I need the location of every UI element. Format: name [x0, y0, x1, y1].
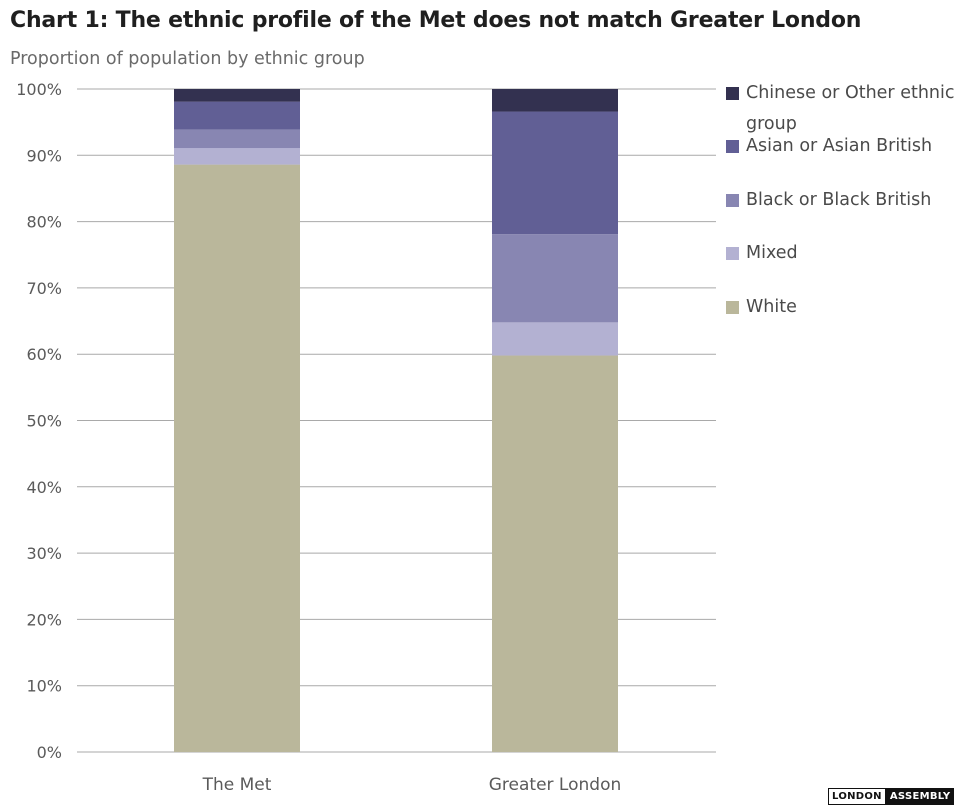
- bar-segment: [492, 111, 618, 235]
- y-tick-label: 0%: [37, 743, 62, 762]
- y-tick-label: 30%: [26, 544, 62, 563]
- y-tick-label: 80%: [26, 213, 62, 232]
- bar-segment: [174, 89, 300, 102]
- x-tick-label: Greater London: [489, 775, 622, 795]
- bar-segment: [174, 129, 300, 149]
- y-tick-label: 20%: [26, 610, 62, 629]
- bar-segment: [492, 234, 618, 323]
- y-tick-label: 90%: [26, 146, 62, 165]
- y-tick-label: 50%: [26, 412, 62, 431]
- legend-label: Chinese or Other ethnic group: [746, 83, 955, 134]
- legend-label: Asian or Asian British: [746, 136, 933, 156]
- legend-label: White: [746, 297, 797, 317]
- y-tick-label: 100%: [16, 80, 62, 99]
- chart-title: Chart 1: The ethnic profile of the Met d…: [10, 8, 862, 33]
- y-tick-label: 40%: [26, 478, 62, 497]
- bar-segment: [174, 101, 300, 130]
- legend-swatch: [726, 87, 739, 100]
- logo-part-1: LONDON: [828, 788, 886, 805]
- y-tick-label: 70%: [26, 279, 62, 298]
- bar-segment: [174, 148, 300, 165]
- legend-swatch: [726, 301, 739, 314]
- legend-label: Mixed: [746, 243, 798, 263]
- legend-swatch: [726, 140, 739, 153]
- bar-segment: [492, 355, 618, 752]
- y-tick-label: 10%: [26, 677, 62, 696]
- bar-segment: [492, 89, 618, 112]
- legend-swatch: [726, 247, 739, 260]
- legend-swatch: [726, 194, 739, 207]
- logo-part-2: ASSEMBLY: [885, 788, 955, 805]
- london-assembly-logo: LONDON ASSEMBLY: [828, 788, 955, 805]
- bar-segment: [174, 164, 300, 752]
- bar-segment: [492, 322, 618, 356]
- y-tick-label: 60%: [26, 345, 62, 364]
- chart-subtitle: Proportion of population by ethnic group: [10, 49, 365, 69]
- legend-label: Black or Black British: [746, 190, 932, 210]
- x-tick-label: The Met: [202, 775, 272, 795]
